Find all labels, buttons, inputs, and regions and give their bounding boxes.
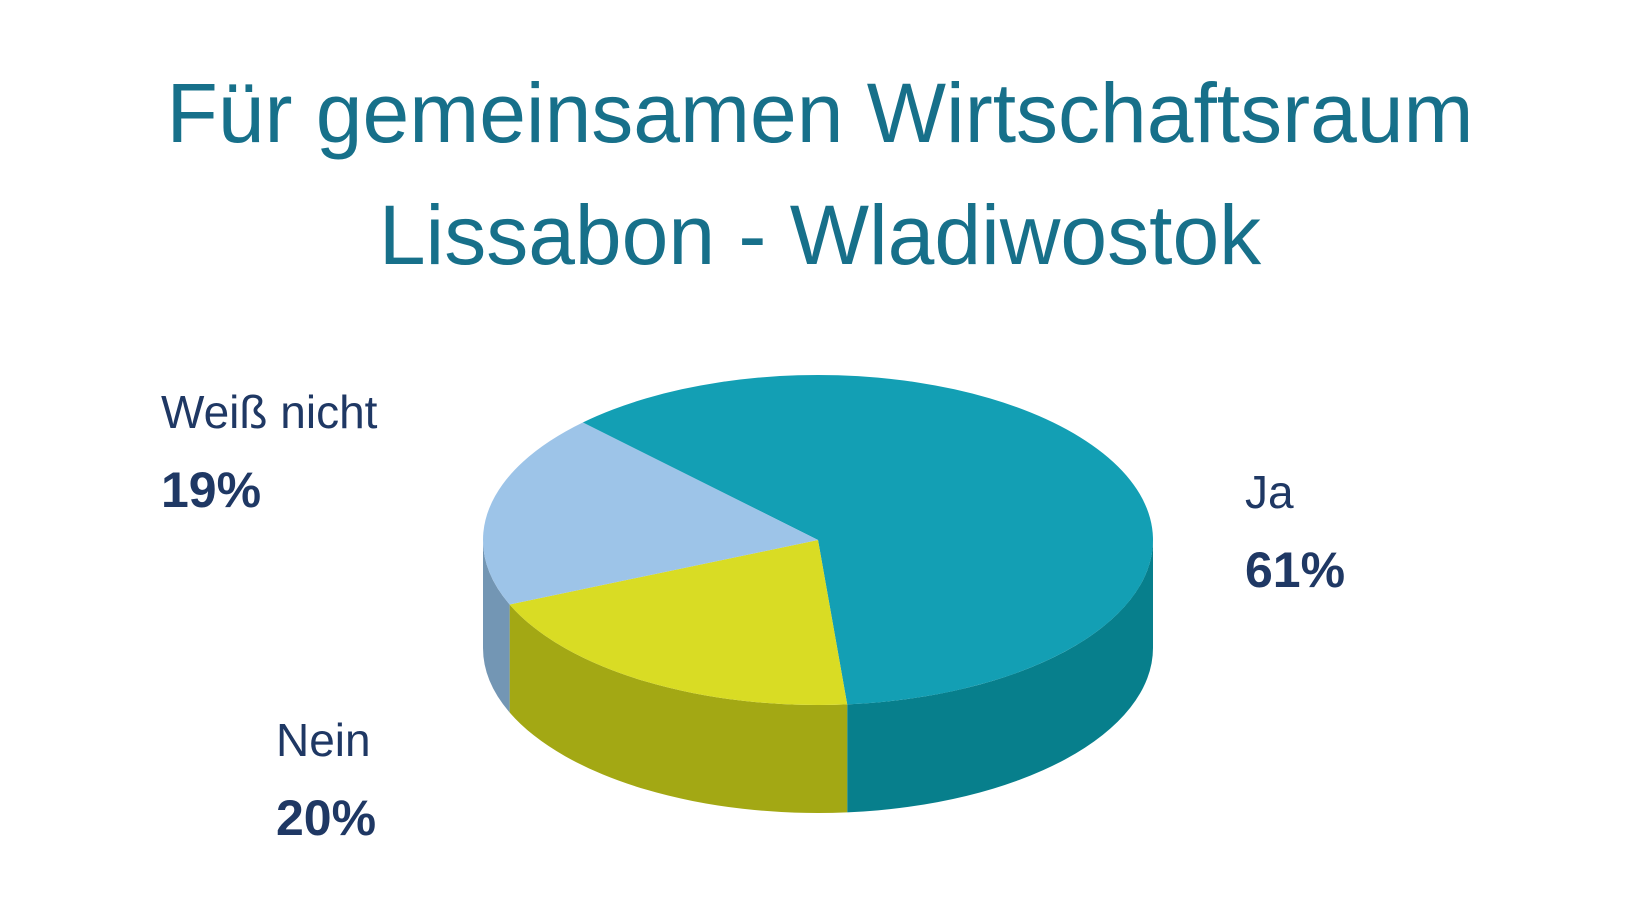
value-label: 61% [1245,542,1345,598]
pie-side [509,604,848,813]
slice-label: Ja [1245,466,1294,518]
value-label: 19% [161,462,261,518]
chart-title: Für gemeinsamen Wirtschaftsraum Lissabon… [166,66,1474,282]
slice-label: Weiß nicht [161,386,378,438]
pie-slice [582,375,1153,705]
value-label: 20% [276,790,376,846]
slice-label: Nein [276,714,371,766]
pie-slice [509,540,848,705]
pie-side [483,540,510,713]
pie-slice [482,422,818,605]
pie-side [847,540,1153,813]
